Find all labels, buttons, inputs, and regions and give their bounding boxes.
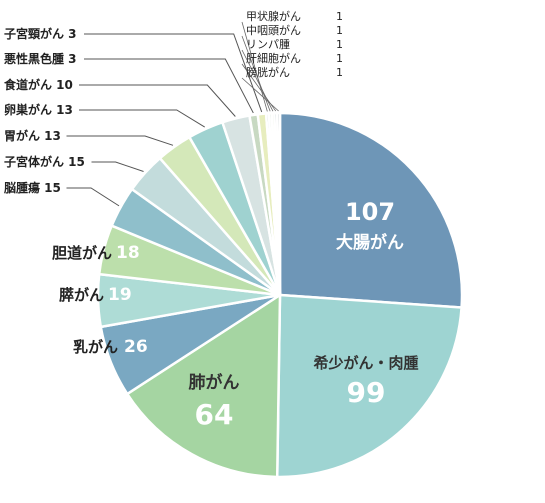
slice-5-name-label: 胆道がん xyxy=(52,244,112,262)
slice-2-value-label: 64 xyxy=(195,398,234,431)
slice-12-label: 子宮頸がん 3 xyxy=(4,26,77,41)
slice-labels: 107 大腸がん 99 希少がん・肉腫 64 肺がん 乳がん 26 膵がん 19 胆道がん 18 脳腫瘍… xyxy=(3,9,419,431)
slice-11-label: 悪性黒色腫 3 xyxy=(4,51,77,66)
slice-2-wedge xyxy=(125,292,282,479)
slice-13-value-label: 1 xyxy=(336,10,343,23)
slice-2-name-label: 肺がん xyxy=(189,372,240,393)
slice-17-value-label: 1 xyxy=(336,66,343,79)
slice-11-leader xyxy=(84,58,254,114)
slice-16-value-label: 1 xyxy=(336,52,343,65)
slice-17-leader xyxy=(241,77,279,112)
leader-lines xyxy=(66,21,279,207)
slice-4-value-label: 19 xyxy=(108,285,132,305)
slice-1-value-label: 99 xyxy=(347,376,386,409)
slice-17-name-label: 膀胱がん xyxy=(246,65,290,79)
slice-1-wedge xyxy=(275,293,463,479)
slice-9-label: 卵巣がん 13 xyxy=(4,102,73,117)
slice-17-wedge xyxy=(275,111,282,296)
slice-7-label: 子宮体がん 15 xyxy=(4,154,85,169)
pie-slices xyxy=(96,111,464,479)
slice-6-leader xyxy=(66,187,120,207)
slice-5-value-label: 18 xyxy=(116,243,140,263)
slice-14-name-label: 中咽頭がん xyxy=(246,23,301,37)
slice-1-name-label: 希少がん・肉腫 xyxy=(313,354,418,372)
slice-0-name-label: 大腸がん xyxy=(336,232,404,253)
slice-3-name-label: 乳がん xyxy=(73,338,118,356)
slice-6-label: 脳腫瘍 15 xyxy=(4,180,61,195)
slice-8-leader xyxy=(66,135,174,146)
slice-10-label: 食道がん 10 xyxy=(3,77,73,92)
slice-8-label: 胃がん 13 xyxy=(4,128,61,143)
slice-12-leader xyxy=(84,33,263,113)
slice-0-wedge xyxy=(278,111,464,309)
slice-15-name-label: リンパ腫 xyxy=(246,37,290,51)
slice-16-name-label: 肝細胞がん xyxy=(246,51,301,65)
slice-10-leader xyxy=(79,84,236,117)
slice-0-value-label: 107 xyxy=(345,198,395,226)
slice-3-value-label: 26 xyxy=(124,337,148,357)
slice-15-value-label: 1 xyxy=(336,38,343,51)
slice-9-leader xyxy=(79,109,205,128)
slice-14-value-label: 1 xyxy=(336,24,343,37)
slice-7-leader xyxy=(91,161,144,173)
slice-13-name-label: 甲状腺がん xyxy=(246,9,301,23)
slice-4-name-label: 膵がん xyxy=(59,286,104,304)
